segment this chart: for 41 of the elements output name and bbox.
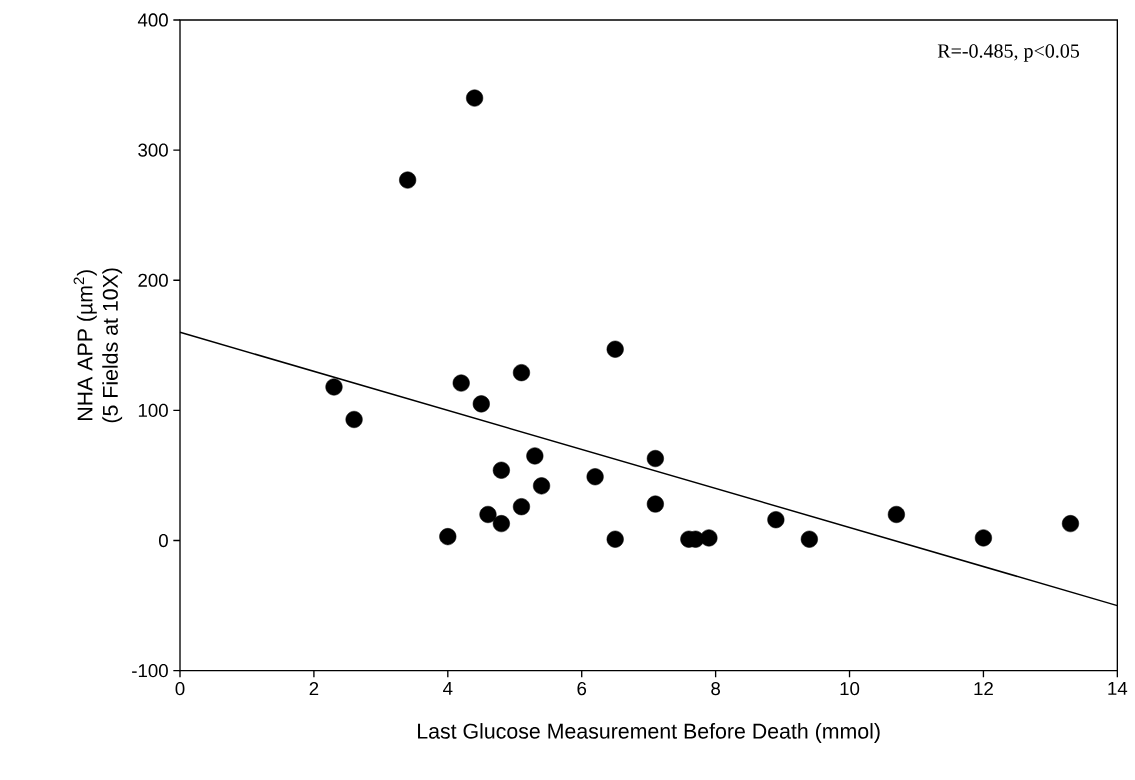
point [472, 395, 490, 413]
x-tick-label: 14 [1108, 682, 1128, 695]
point [452, 374, 470, 392]
point [606, 530, 624, 548]
point [974, 529, 992, 547]
point [646, 450, 664, 468]
point [700, 529, 718, 547]
point [606, 340, 624, 358]
point [533, 477, 551, 495]
point [399, 171, 417, 189]
y-tick-label: 0 [158, 533, 168, 548]
annotation: R=-0.485, p<0.05 [937, 44, 1080, 62]
point [767, 511, 785, 529]
y-tick-label: 100 [138, 403, 168, 417]
point [325, 378, 343, 396]
point [512, 498, 530, 516]
point [492, 461, 510, 479]
point [479, 505, 497, 524]
point [646, 495, 664, 513]
x-tick-label: 10 [840, 682, 860, 696]
x-tick-label: 12 [974, 682, 993, 696]
point [1061, 515, 1080, 533]
y-tick-label: 400 [137, 13, 168, 27]
point [586, 468, 604, 486]
x-axis-title: Last Glucose Measurement Before Death (mmol) [418, 723, 880, 743]
point [492, 515, 510, 533]
point [512, 364, 530, 382]
x-tick-label: 0 [175, 682, 185, 696]
point [345, 410, 363, 429]
point [466, 89, 484, 107]
x-tick-label: 2 [309, 682, 319, 696]
point [887, 505, 905, 524]
x-tick-label: 4 [443, 682, 453, 695]
x-tick-label: 8 [711, 682, 721, 696]
x-tick-label: 6 [577, 682, 587, 696]
point [526, 447, 544, 465]
y-tick-label: -100 [132, 664, 168, 678]
point [800, 530, 818, 548]
y-tick-label: 300 [138, 143, 168, 157]
y-tick-label: 200 [138, 273, 168, 287]
point [439, 528, 457, 546]
